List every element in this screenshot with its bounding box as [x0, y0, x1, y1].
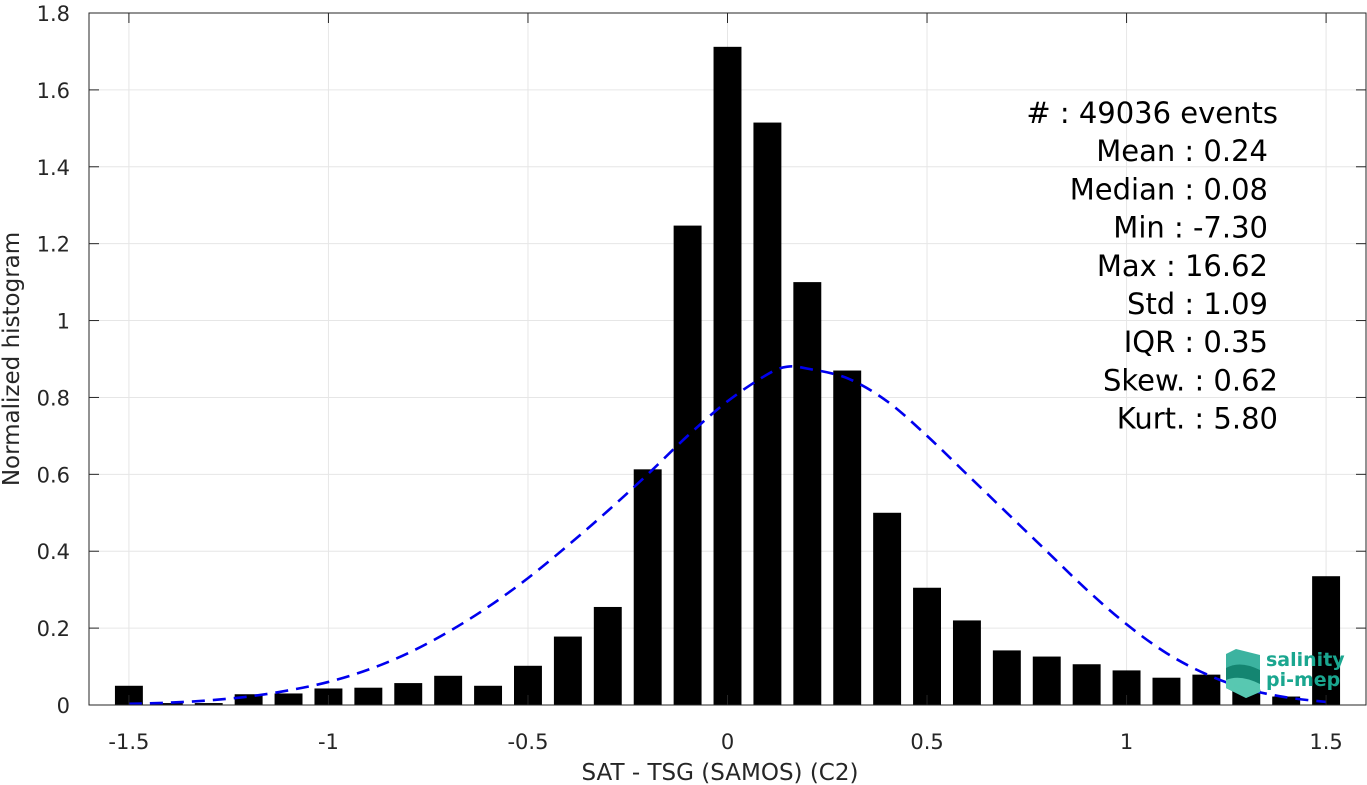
bar-18: [833, 370, 862, 705]
bar-21: [952, 620, 981, 705]
stat-line-3: Min : -7.30: [1113, 211, 1268, 245]
bar-11: [553, 636, 582, 705]
x-tick-label-0: -1.5: [108, 730, 149, 754]
y-tick-label-9: 1.8: [37, 2, 70, 26]
stat-line-0: # : 49036 events: [1026, 96, 1278, 130]
bar-20: [913, 587, 941, 705]
stat-line-2: Median : 0.08: [1070, 172, 1268, 206]
bar-3: [234, 694, 263, 705]
y-tick-label-8: 1.6: [37, 79, 70, 103]
bar-23: [1032, 656, 1061, 705]
bar-14: [673, 225, 702, 705]
bar-26: [1152, 677, 1181, 705]
y-tick-label-7: 1.4: [37, 156, 70, 180]
stat-line-6: IQR : 0.35: [1124, 325, 1268, 359]
bar-15: [713, 46, 742, 705]
histogram-bars: [114, 46, 1341, 706]
statistics-box: # : 49036 events Mean : 0.24 Median : 0.08…: [1026, 96, 1278, 436]
x-tick-label-5: 1: [1120, 730, 1133, 754]
logo-text-line2: pi-mep: [1266, 669, 1340, 691]
y-tick-label-2: 0.4: [37, 540, 70, 564]
salinity-pimep-logo: salinity pi-mep: [1226, 649, 1345, 698]
y-tick-label-5: 1: [57, 310, 70, 334]
bar-29: [1272, 696, 1301, 705]
bar-1: [154, 703, 183, 705]
bar-13: [633, 469, 662, 705]
x-tick-label-3: 0: [721, 730, 734, 754]
logo-icon: [1226, 649, 1260, 698]
bar-6: [354, 687, 383, 705]
y-tick-label-4: 0.8: [37, 386, 70, 410]
bar-24: [1072, 664, 1101, 705]
bar-12: [593, 606, 622, 705]
stat-line-5: Std : 1.09: [1127, 287, 1268, 321]
x-tick-label-4: 0.5: [910, 730, 943, 754]
bar-9: [474, 685, 503, 705]
x-tick-label-1: -1: [318, 730, 339, 754]
logo-text-line1: salinity: [1266, 649, 1345, 671]
y-tick-label-3: 0.6: [37, 463, 70, 487]
bar-17: [793, 282, 822, 705]
bar-4: [274, 693, 303, 705]
y-tick-label-6: 1.2: [37, 233, 70, 257]
x-axis-label: SAT - TSG (SAMOS) (C2): [582, 760, 859, 785]
y-tick-label-1: 0.2: [37, 617, 70, 641]
bar-16: [753, 122, 782, 706]
y-axis-ticks: 0 0.2 0.4 0.6 0.8 1 1.2 1.4 1.6 1.8: [37, 2, 1366, 718]
x-tick-label-6: 1.5: [1309, 730, 1342, 754]
y-tick-label-0: 0: [57, 694, 70, 718]
stat-line-8: Kurt. : 5.80: [1117, 402, 1278, 436]
stat-line-4: Max : 16.62: [1097, 249, 1268, 283]
bar-7: [394, 683, 423, 705]
y-axis-label: Normalized histogram: [0, 232, 25, 486]
bar-27: [1192, 674, 1221, 705]
x-tick-label-2: -0.5: [507, 730, 548, 754]
bar-19: [873, 512, 902, 705]
fit-curve: [128, 365, 1327, 706]
bar-8: [434, 675, 463, 705]
bar-30: [1312, 576, 1341, 705]
x-axis-ticks: -1.5 -1 -0.5 0 0.5 1 1.5: [108, 13, 1343, 754]
bar-22: [992, 650, 1021, 705]
stat-line-7: Skew. : 0.62: [1103, 363, 1278, 397]
stat-line-1: Mean : 0.24: [1096, 134, 1268, 168]
bar-2: [194, 703, 223, 705]
